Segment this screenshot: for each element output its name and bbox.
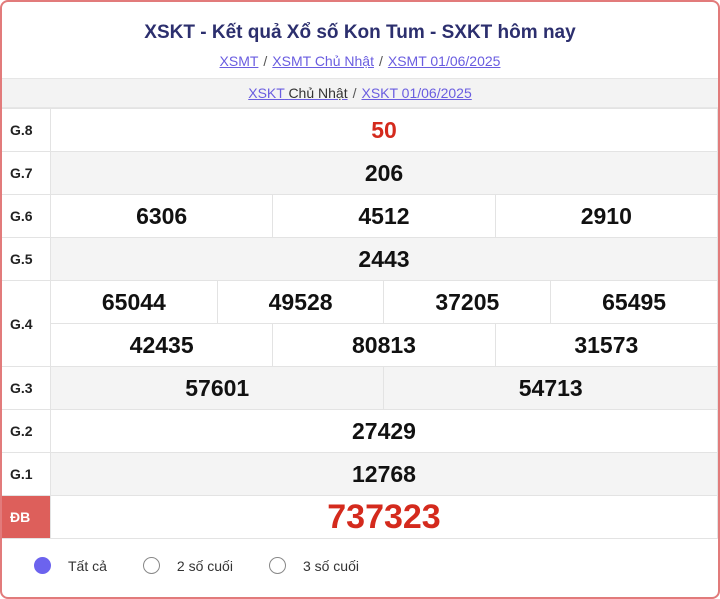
row-g1: G.1 12768 [2, 452, 718, 496]
sub-navigation: XSKT Chủ Nhật / XSKT 01/06/2025 [2, 79, 718, 108]
radio-selected-icon[interactable] [34, 557, 51, 574]
prize-label: G.4 [2, 280, 51, 367]
prize-label: G.2 [2, 409, 51, 453]
prize-number: 80813 [272, 323, 496, 367]
prize-number: 2910 [494, 194, 718, 238]
link-part: Chủ Nhật [288, 85, 348, 101]
row-g4: G.4 65044 49528 37205 65495 [2, 280, 718, 367]
row-g3: G.3 57601 54713 [2, 366, 718, 410]
page-title: XSKT - Kết quả Xổ số Kon Tum - SXKT hôm … [144, 22, 576, 43]
link-xskt-date[interactable]: XSKT 01/06/2025 [361, 85, 472, 101]
prize-number: 37205 [383, 280, 552, 324]
radio-empty-icon[interactable] [268, 557, 286, 574]
row-db: ĐB 737323 [2, 495, 718, 539]
prize-number: 54713 [383, 366, 718, 410]
row-g5: G.5 2443 [2, 237, 718, 281]
special-prize-number: 737323 [50, 495, 718, 539]
prize-number: 57601 [49, 366, 385, 410]
separator: / [352, 85, 357, 101]
prize-label: G.3 [2, 366, 51, 410]
prize-number: 31573 [494, 323, 718, 367]
link-xskt-chu-nhat[interactable]: XSKT Chủ Nhật [248, 85, 347, 101]
breadcrumb: XSMT / XSMT Chủ Nhật / XSMT 01/06/2025 [2, 53, 718, 69]
radio-label: 3 số cuối [302, 557, 359, 574]
prize-number: 2443 [50, 237, 718, 281]
header: XSKT - Kết quả Xổ số Kon Tum - SXKT hôm … [2, 2, 718, 79]
prize-number: 206 [50, 151, 718, 195]
prize-number: 12768 [50, 452, 718, 496]
link-part: XSKT [248, 85, 285, 101]
prize-number: 42435 [49, 323, 274, 367]
row-g8: G.8 50 [2, 108, 718, 152]
breadcrumb-xsmt-chu-nhat[interactable]: XSMT Chủ Nhật [272, 53, 374, 69]
prize-number: 50 [50, 108, 718, 152]
separator: / [263, 53, 268, 69]
digit-filter: Tất cả 2 số cuối 3 số cuối [2, 539, 718, 574]
row-g7: G.7 206 [2, 151, 718, 195]
row-g4-2: 42435 80813 31573 [2, 323, 718, 367]
prize-label: G.1 [2, 452, 51, 496]
prize-number: 49528 [216, 280, 385, 324]
row-g6: G.6 6306 4512 2910 [2, 194, 718, 238]
prize-label: G.6 [2, 194, 51, 238]
prize-label: G.5 [2, 237, 51, 281]
breadcrumb-xsmt-date[interactable]: XSMT 01/06/2025 [387, 53, 501, 69]
radio-label: Tất cả [68, 557, 107, 574]
prize-label: G.7 [2, 151, 51, 195]
radio-last-3[interactable]: 3 số cuối [268, 557, 359, 574]
breadcrumb-xsmt[interactable]: XSMT [219, 53, 259, 69]
prize-number: 65044 [50, 280, 218, 324]
prize-number: 65495 [550, 280, 718, 324]
radio-label: 2 số cuối [176, 557, 233, 574]
prize-number: 27429 [50, 409, 718, 453]
row-g2: G.2 27429 [2, 409, 718, 453]
separator: / [378, 53, 383, 69]
radio-empty-icon[interactable] [142, 557, 160, 574]
results-table: G.8 50 G.7 206 G.6 6306 4512 2910 G.5 2443 G.4… [2, 108, 718, 539]
prize-number: 6306 [49, 194, 274, 238]
radio-last-2[interactable]: 2 số cuối [142, 557, 233, 574]
prize-number: 4512 [272, 194, 496, 238]
prize-label: G.8 [2, 108, 51, 152]
prize-label: ĐB [2, 495, 51, 539]
radio-all[interactable]: Tất cả [34, 557, 107, 574]
